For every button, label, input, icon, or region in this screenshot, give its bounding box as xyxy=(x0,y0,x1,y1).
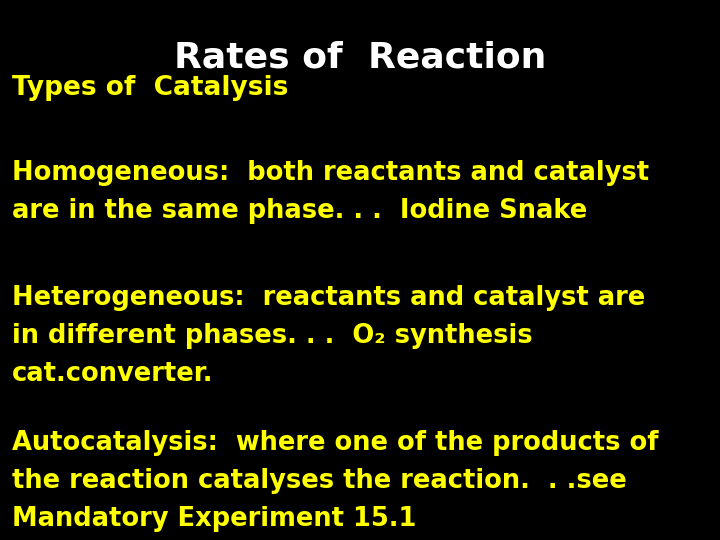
Text: cat.converter.: cat.converter. xyxy=(12,361,214,387)
Text: Types of  Catalysis: Types of Catalysis xyxy=(12,75,289,101)
Text: the reaction catalyses the reaction.  . .see: the reaction catalyses the reaction. . .… xyxy=(12,468,626,494)
Text: Autocatalysis:  where one of the products of: Autocatalysis: where one of the products… xyxy=(12,430,659,456)
Text: are in the same phase. . .  Iodine Snake: are in the same phase. . . Iodine Snake xyxy=(12,198,588,224)
Text: Heterogeneous:  reactants and catalyst are: Heterogeneous: reactants and catalyst ar… xyxy=(12,285,645,311)
Text: Rates of  Reaction: Rates of Reaction xyxy=(174,40,546,74)
Text: in different phases. . .  O₂ synthesis: in different phases. . . O₂ synthesis xyxy=(12,323,533,349)
Text: Homogeneous:  both reactants and catalyst: Homogeneous: both reactants and catalyst xyxy=(12,160,649,186)
Text: Mandatory Experiment 15.1: Mandatory Experiment 15.1 xyxy=(12,506,416,532)
